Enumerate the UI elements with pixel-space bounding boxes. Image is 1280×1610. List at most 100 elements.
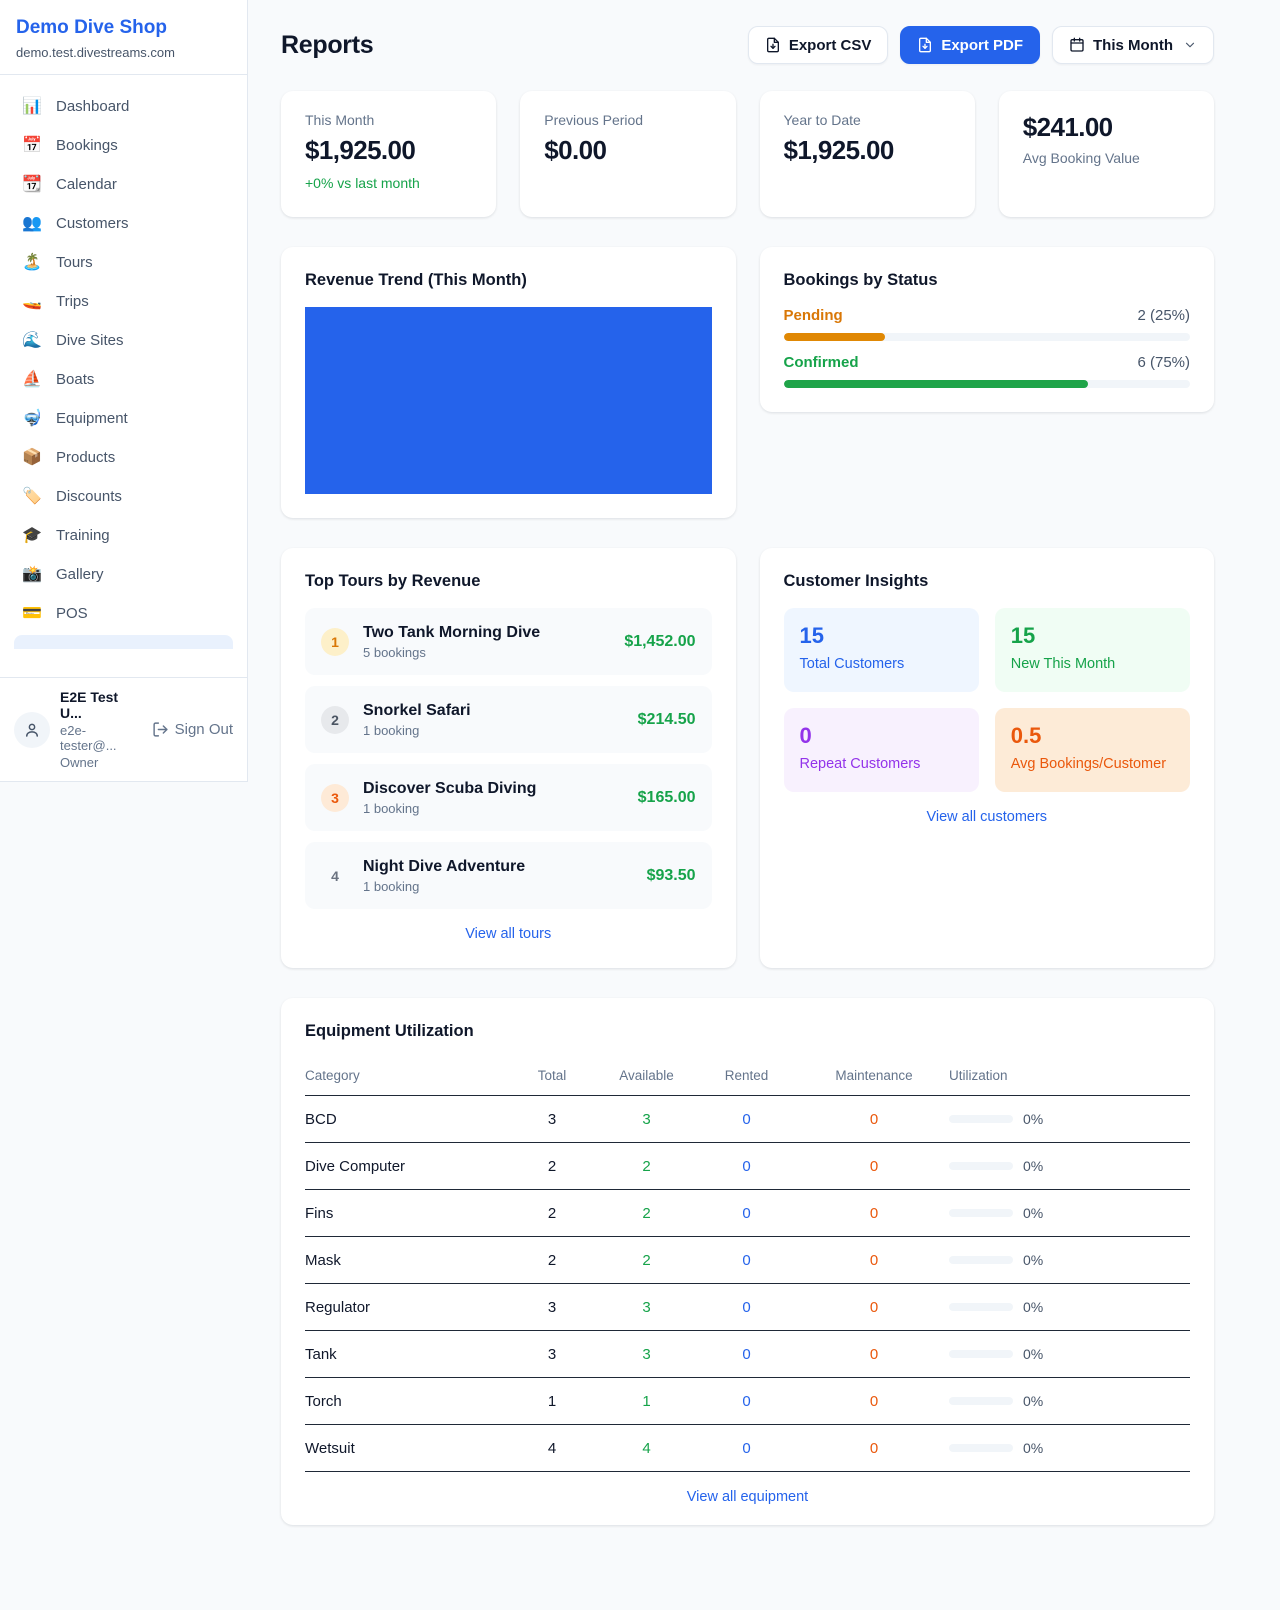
bar-chart-icon: 📊 <box>22 97 42 115</box>
status-value: 6 (75%) <box>1137 354 1190 371</box>
table-row: Mask 2 2 0 0 0% <box>305 1236 1190 1284</box>
status-value: 2 (25%) <box>1137 307 1190 324</box>
sidebar-item-products[interactable]: 📦 Products <box>12 440 235 475</box>
utilization-percent: 0% <box>1023 1158 1044 1174</box>
utilization-percent: 0% <box>1023 1440 1044 1456</box>
tour-revenue: $165.00 <box>637 788 696 806</box>
sidebar-item-boats[interactable]: ⛵ Boats <box>12 362 235 397</box>
label-tag-icon: 🏷️ <box>22 487 42 505</box>
credit-card-icon: 💳 <box>22 604 42 622</box>
stat-value: $0.00 <box>544 135 607 165</box>
stat-label: Year to Date <box>783 112 861 128</box>
status-label: Confirmed <box>783 354 859 371</box>
sidebar-item-tours[interactable]: 🏝️ Tours <box>12 245 235 280</box>
stat-label: This Month <box>305 112 375 128</box>
utilization-percent: 0% <box>1023 1299 1044 1315</box>
chevron-down-icon <box>1185 42 1195 48</box>
cell-maintenance: 0 <box>799 1236 949 1284</box>
view-all-equipment-link[interactable]: View all equipment <box>686 1489 809 1505</box>
tile-total-customers: 15 Total Customers <box>783 608 979 692</box>
tour-revenue: $214.50 <box>637 710 696 728</box>
period-dropdown[interactable]: This Month <box>1052 26 1214 64</box>
export-pdf-button[interactable]: Export PDF <box>900 26 1041 64</box>
sidebar-item-equipment[interactable]: 🤿 Equipment <box>12 401 235 436</box>
cell-category: Tank <box>305 1330 505 1378</box>
island-icon: 🏝️ <box>22 253 42 271</box>
people-icon: 👥 <box>22 214 42 232</box>
cell-rented: 0 <box>694 1095 799 1143</box>
tile-label: Total Customers <box>799 656 905 672</box>
cell-maintenance: 0 <box>799 1330 949 1378</box>
sidebar-item-discounts[interactable]: 🏷️ Discounts <box>12 479 235 514</box>
package-icon: 📦 <box>22 448 42 466</box>
column-header-utilization: Utilization <box>949 1058 1190 1096</box>
stat-card-year-to-date: Year to Date $1,925.00 <box>759 91 975 217</box>
table-row: Regulator 3 3 0 0 0% <box>305 1283 1190 1331</box>
view-all-tours-link[interactable]: View all tours <box>465 926 552 942</box>
cell-maintenance: 0 <box>799 1142 949 1190</box>
stat-card-previous-period: Previous Period $0.00 <box>520 91 736 217</box>
sidebar-item-label: Products <box>56 449 116 466</box>
tile-value: 0 <box>799 723 812 748</box>
cell-total: 2 <box>505 1142 599 1190</box>
page-title: Reports <box>281 30 374 59</box>
sign-out-icon <box>153 722 168 737</box>
sidebar: Demo Dive Shop demo.test.divestreams.com… <box>0 0 248 782</box>
tile-value: 15 <box>1010 623 1036 648</box>
rank-badge: 4 <box>331 867 339 884</box>
sidebar-item-pos[interactable]: 💳 POS <box>12 596 235 631</box>
sidebar-item-label: POS <box>56 605 88 622</box>
cell-category: Torch <box>305 1377 505 1425</box>
user-email: e2e-tester@... <box>60 723 117 753</box>
calendar-icon <box>1070 37 1084 52</box>
speedboat-icon: 🚤 <box>22 292 42 310</box>
page-header: Reports Export CSV Export PDF This Month <box>281 26 1214 64</box>
tour-revenue: $1,452.00 <box>624 632 696 650</box>
progress-fill <box>783 333 886 341</box>
sidebar-item-reports-partial[interactable] <box>14 635 233 649</box>
export-csv-button[interactable]: Export CSV <box>747 26 889 64</box>
panel-title: Revenue Trend (This Month) <box>305 271 527 289</box>
top-tours-panel: Top Tours by Revenue 1 Two Tank Morning … <box>281 548 736 968</box>
panel-title: Bookings by Status <box>783 271 938 289</box>
table-row: Fins 2 2 0 0 0% <box>305 1189 1190 1237</box>
export-csv-label: Export CSV <box>788 36 872 54</box>
tile-avg-bookings-customer: 0.5 Avg Bookings/Customer <box>994 708 1190 792</box>
tile-new-this-month: 15 New This Month <box>994 608 1190 692</box>
sidebar-item-dive-sites[interactable]: 🌊 Dive Sites <box>12 323 235 358</box>
sign-out-button[interactable]: Sign Out <box>152 721 233 738</box>
sidebar-item-trips[interactable]: 🚤 Trips <box>12 284 235 319</box>
list-item: 3 Discover Scuba Diving 1 booking $165.0… <box>305 764 712 831</box>
utilization-percent: 0% <box>1023 1205 1044 1221</box>
cell-available: 4 <box>599 1424 694 1472</box>
customer-insights-panel: Customer Insights 15 Total Customers 15 … <box>759 548 1214 968</box>
utilization-percent: 0% <box>1023 1346 1044 1362</box>
sidebar-item-label: Discounts <box>56 488 122 505</box>
stat-value: $241.00 <box>1022 112 1113 142</box>
cell-total: 3 <box>505 1330 599 1378</box>
sidebar-item-customers[interactable]: 👥 Customers <box>12 206 235 241</box>
view-all-customers-link[interactable]: View all customers <box>926 809 1048 825</box>
cell-rented: 0 <box>694 1330 799 1378</box>
status-row-pending: Pending 2 (25%) <box>783 307 1190 341</box>
panel-title: Equipment Utilization <box>305 1022 474 1040</box>
revenue-trend-panel: Revenue Trend (This Month) <box>281 247 736 518</box>
rank-badge: 1 <box>321 627 349 656</box>
charts-row: Revenue Trend (This Month) Bookings by S… <box>281 247 1214 518</box>
sidebar-item-label: Training <box>56 527 110 544</box>
sidebar-item-dashboard[interactable]: 📊 Dashboard <box>12 89 235 124</box>
tile-label: Avg Bookings/Customer <box>1010 756 1167 772</box>
tour-name: Discover Scuba Diving <box>363 779 537 797</box>
revenue-trend-chart <box>305 307 712 494</box>
sidebar-item-training[interactable]: 🎓 Training <box>12 518 235 553</box>
rank-badge: 3 <box>321 783 349 812</box>
list-item: 4 Night Dive Adventure 1 booking $93.50 <box>305 842 712 909</box>
sidebar-item-bookings[interactable]: 📅 Bookings <box>12 128 235 163</box>
utilization-bar <box>949 1350 1013 1358</box>
sidebar-item-gallery[interactable]: 📸 Gallery <box>12 557 235 592</box>
tour-name: Night Dive Adventure <box>363 857 526 875</box>
insight-tiles: 15 Total Customers 15 New This Month 0 R… <box>783 608 1190 792</box>
sidebar-item-calendar[interactable]: 📆 Calendar <box>12 167 235 202</box>
sidebar-item-label: Equipment <box>56 410 128 427</box>
file-download-icon <box>766 37 779 53</box>
